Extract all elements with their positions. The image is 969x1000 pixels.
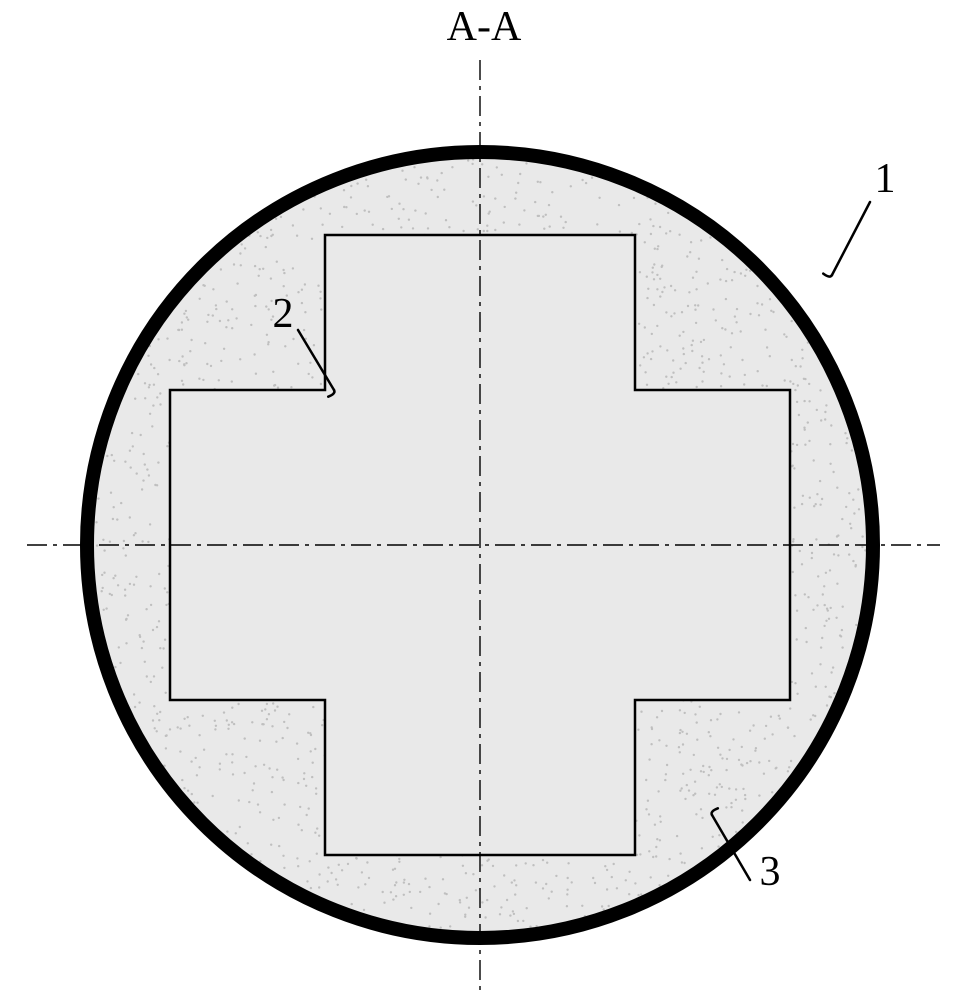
leader-3-label: 3	[760, 849, 781, 895]
leader-1-label: 1	[875, 156, 896, 202]
leader-1: 1	[823, 156, 895, 277]
leader-2-label: 2	[273, 291, 294, 337]
section-title: A-A	[447, 4, 522, 50]
